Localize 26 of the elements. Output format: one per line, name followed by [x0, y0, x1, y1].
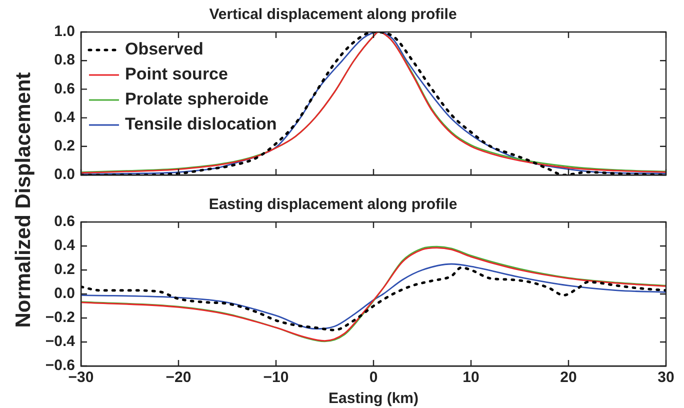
- x-tick-label: 0: [369, 369, 378, 386]
- legend-label: Tensile dislocation: [125, 114, 277, 134]
- chart-title: Vertical displacement along profile: [209, 6, 457, 24]
- legend-label: Prolate spheroide: [125, 90, 269, 109]
- y-tick-label: −0.4: [45, 333, 76, 350]
- y-tick-label: 1.0: [54, 23, 75, 40]
- x-tick-label: −10: [263, 369, 289, 386]
- legend-label: Observed: [125, 40, 204, 59]
- x-axis-title: Easting (km): [328, 390, 419, 408]
- x-tick-label: 30: [658, 369, 674, 386]
- x-tick-label: 10: [462, 369, 480, 386]
- y-tick-label: 0.6: [54, 213, 75, 230]
- chart-title: Easting displacement along profile: [208, 196, 458, 214]
- y-tick-label: −0.2: [45, 309, 75, 326]
- y-tick-label: 0.2: [54, 138, 75, 155]
- y-tick-label: 0.8: [54, 52, 75, 69]
- y-axis-title: Normalized Displacement: [12, 72, 36, 328]
- legend-label: Point source: [125, 64, 228, 84]
- y-tick-label: 0.6: [54, 80, 75, 98]
- y-tick-label: 0.0: [54, 166, 75, 184]
- y-tick-label: 0.4: [54, 237, 76, 254]
- x-tick-label: 20: [560, 369, 577, 386]
- x-tick-label: −20: [166, 369, 192, 386]
- y-tick-label: 0.2: [54, 261, 75, 278]
- y-tick-label: 0.4: [54, 108, 76, 126]
- y-tick-label: 0.0: [54, 285, 75, 302]
